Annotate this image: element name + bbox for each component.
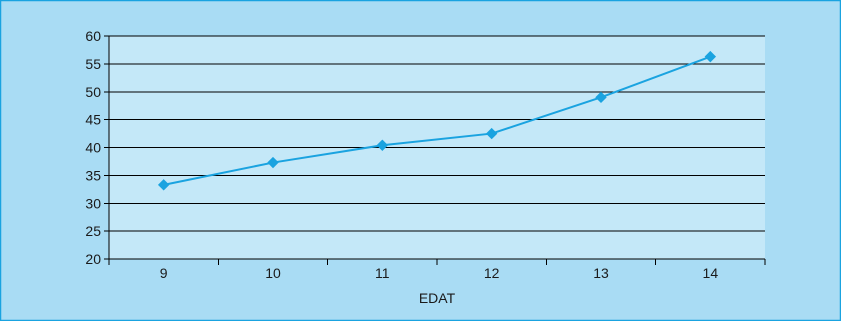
data-point-marker [267,156,279,169]
x-tick-label: 13 [593,265,609,281]
y-tick-label: 40 [85,140,101,156]
data-point-marker [595,91,607,104]
data-point-marker [485,127,498,140]
y-tick-label: 60 [85,28,101,44]
x-tick-label: 14 [703,265,719,281]
x-tick-label: 10 [265,265,281,281]
series-line [163,55,711,186]
x-tick-label: 9 [160,265,168,281]
y-tick-label: 35 [85,167,101,183]
y-tick-label: 30 [85,195,101,211]
series-layer [157,50,717,191]
y-tick-labels: 20 25 30 35 40 45 50 55 60 [85,28,101,267]
x-tick-label: 12 [484,265,500,281]
y-tick-label: 20 [85,251,101,267]
data-point-marker [376,139,389,151]
data-point-marker [704,50,717,63]
y-tick-label: 25 [85,223,101,239]
y-tick-label: 45 [85,112,101,128]
gridlines [109,35,765,232]
x-tick-labels: 9 10 11 12 13 14 [160,265,719,281]
x-axis-title: EDAT [419,290,456,306]
y-tick-label: 50 [85,84,101,100]
y-tick-label: 55 [85,56,101,72]
axes [104,35,766,265]
data-point-marker [157,179,170,191]
x-tick-label: 11 [375,265,390,281]
